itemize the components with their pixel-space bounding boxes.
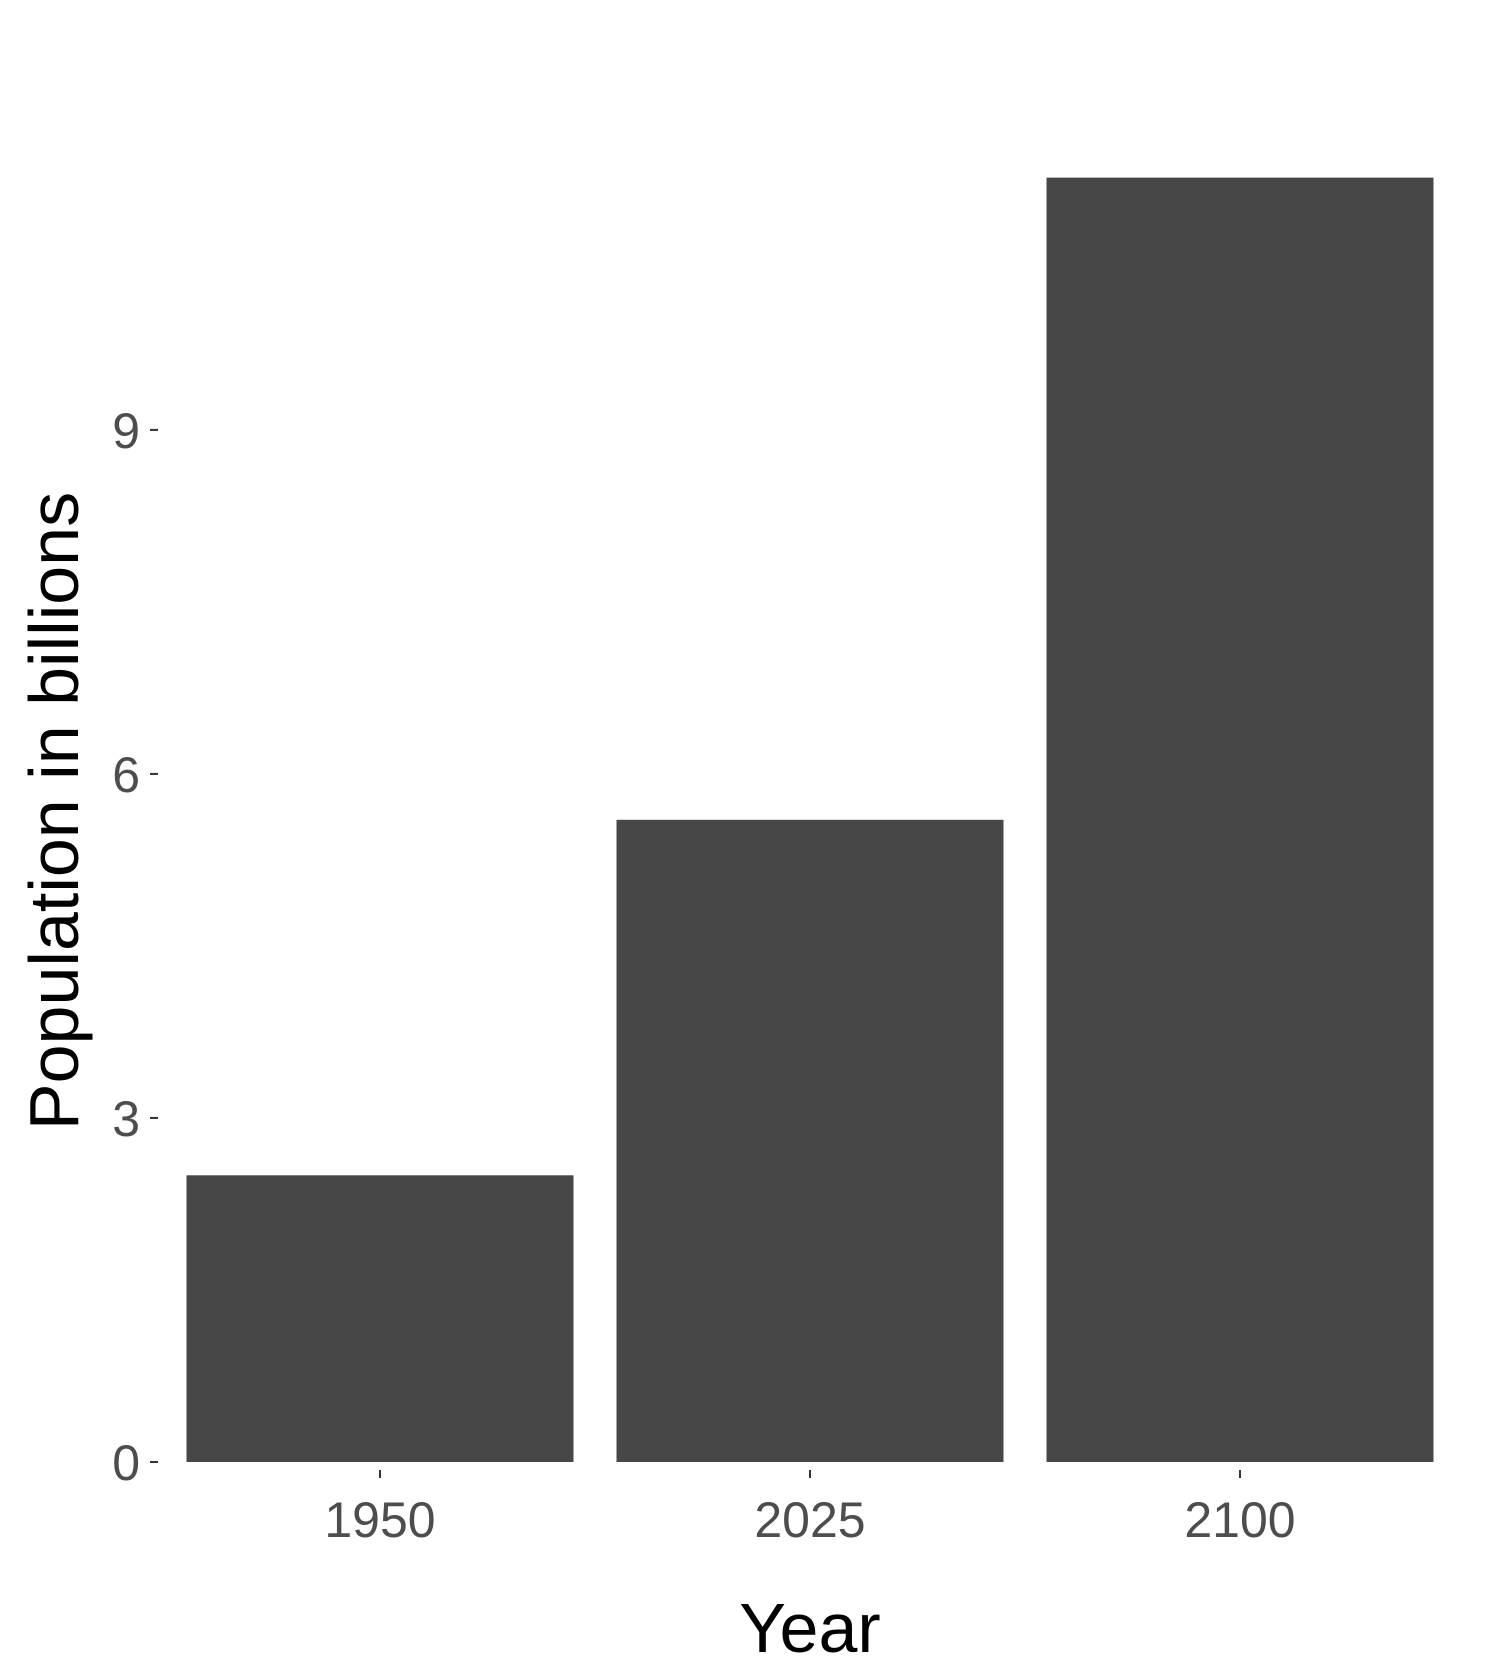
y-tick-label: 3 (112, 1091, 140, 1147)
bars-group (186, 177, 1434, 1462)
y-tick-label: 6 (112, 747, 140, 803)
x-tick-label: 1950 (324, 1492, 435, 1548)
x-axis: 1950 2025 2100 (324, 1470, 1296, 1548)
x-tick-label: 2025 (754, 1492, 865, 1548)
y-tick-label: 9 (112, 403, 140, 459)
bar-1950 (186, 1175, 574, 1462)
x-tick-label: 2100 (1184, 1492, 1295, 1548)
y-tick-label: 0 (112, 1435, 140, 1491)
bar-2025 (616, 819, 1004, 1462)
x-axis-title: Year (739, 1589, 880, 1667)
bar-2100 (1046, 177, 1434, 1462)
y-axis-title: Population in billions (15, 492, 93, 1130)
y-axis: 0 3 6 9 (112, 403, 158, 1491)
